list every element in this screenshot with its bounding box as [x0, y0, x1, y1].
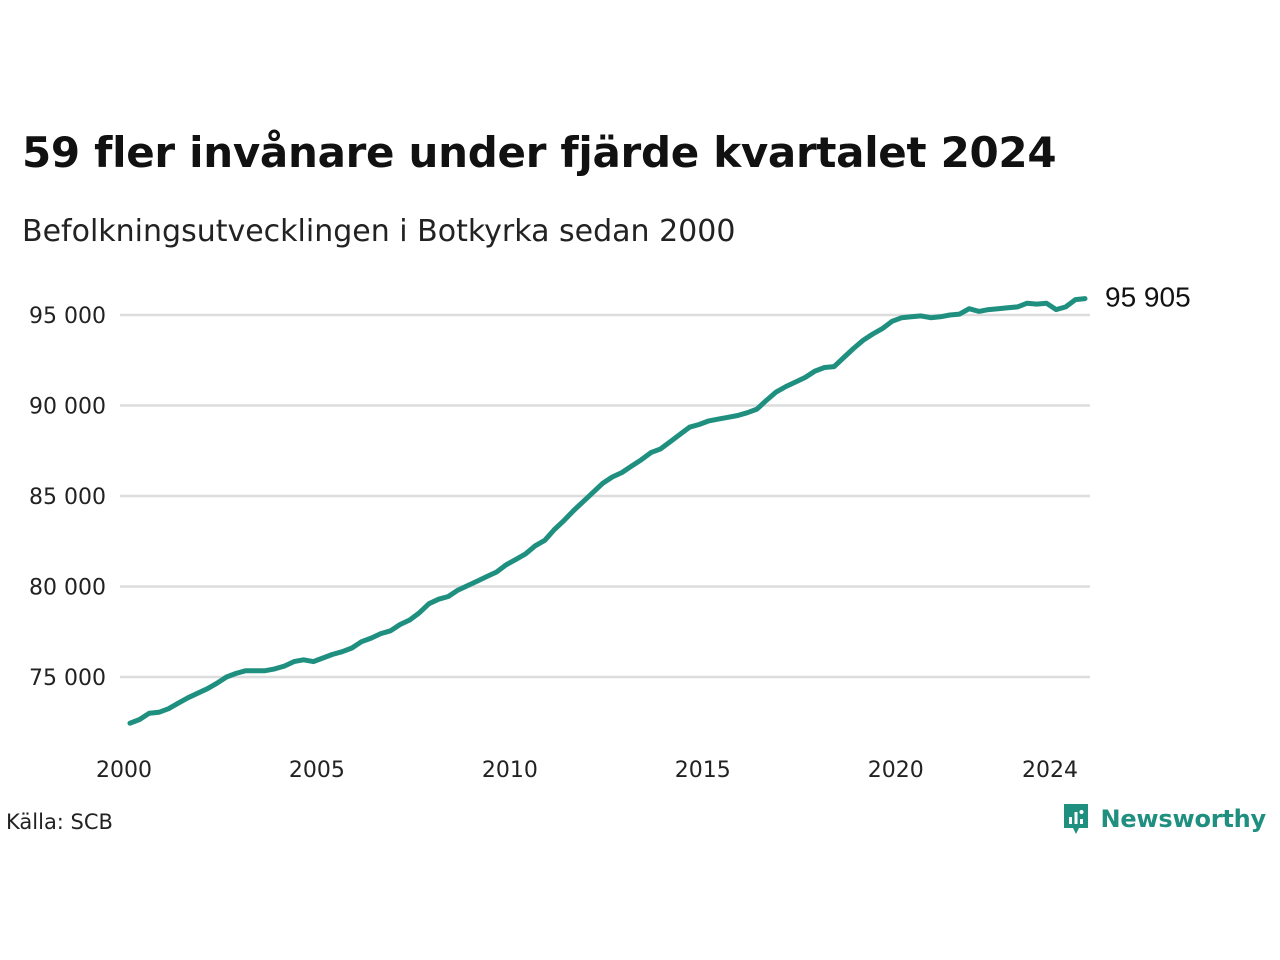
y-tick-label: 90 000: [29, 395, 106, 420]
y-tick-label: 75 000: [29, 666, 106, 691]
x-tick-label: 2000: [96, 758, 152, 783]
chart-subtitle: Befolkningsutvecklingen i Botkyrka sedan…: [22, 214, 736, 249]
newsworthy-logo: Newsworthy: [1062, 802, 1266, 836]
newsworthy-logo-icon: [1064, 804, 1089, 834]
grid-lines: [120, 313, 1090, 679]
x-tick-label: 2024: [1022, 758, 1078, 783]
source-note: Källa: SCB: [6, 810, 113, 834]
x-tick-label: 2010: [482, 758, 538, 783]
x-tick-label: 2015: [675, 758, 731, 783]
y-tick-label: 80 000: [29, 576, 106, 601]
chart-title: 59 fler invånare under fjärde kvartalet …: [22, 128, 1057, 177]
newsworthy-logo-text: Newsworthy: [1100, 805, 1266, 833]
y-tick-label: 85 000: [29, 485, 106, 510]
x-axis-tick-labels: 2000 2005 2010 2015 2020 2024: [96, 758, 1078, 783]
x-tick-label: 2005: [289, 758, 345, 783]
last-value-label: 95 905: [1105, 282, 1191, 313]
population-line: [127, 296, 1088, 726]
y-axis-tick-labels: 75 000 80 000 85 000 90 000 95 000: [29, 304, 106, 691]
x-tick-label: 2020: [868, 758, 924, 783]
series-line-layer: [127, 296, 1088, 726]
y-tick-label: 95 000: [29, 304, 106, 329]
